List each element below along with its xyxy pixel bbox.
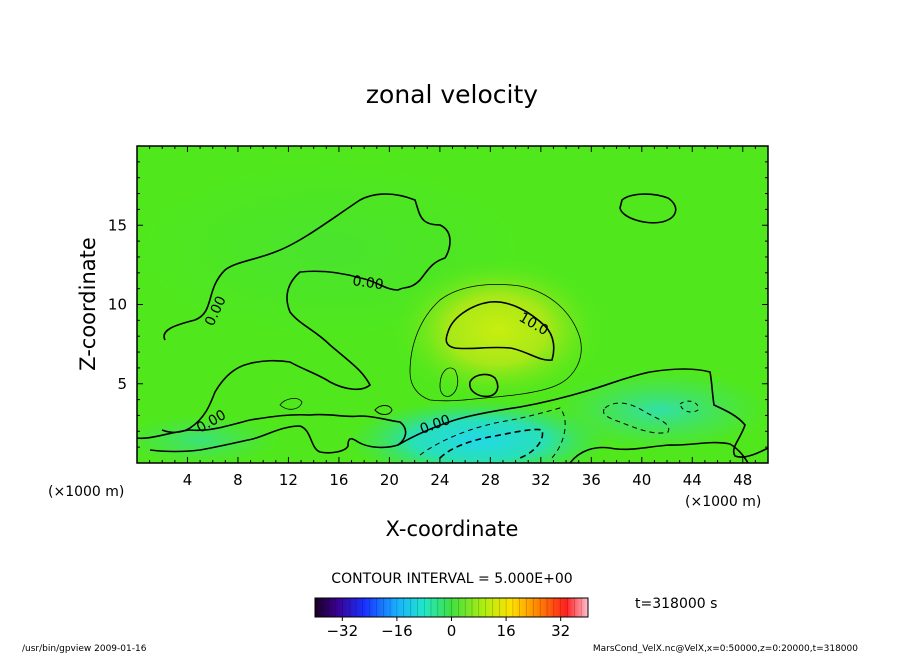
colorbar: −32 −16 0 16 32	[314, 597, 589, 640]
x-tick-label: 40	[632, 471, 651, 489]
contour-five-small	[439, 367, 459, 397]
chart-title: zonal velocity	[366, 80, 538, 109]
y-axis-ticks: 5 10 15	[108, 161, 768, 448]
field-positive-jet	[388, 255, 608, 405]
y-tick-label: 15	[108, 216, 127, 234]
x-tick-label: 28	[481, 471, 500, 489]
colorbar-gradient	[315, 598, 588, 617]
contour-ten-small	[469, 373, 499, 398]
contour-neg-five-right	[603, 402, 670, 434]
x-axis-ticks: 4 8 12 16 20 24 28 32 36 40 44 48	[149, 146, 756, 489]
contour-small-left	[374, 405, 393, 415]
y-tick-label: 5	[117, 375, 127, 393]
colorbar-ticks: −32 −16 0 16 32	[326, 617, 570, 640]
plot-area: 0.00 0.00 0.00 0.00 10.0	[137, 146, 768, 463]
x-tick-label: 32	[531, 471, 550, 489]
footer-left: /usr/bin/gpview 2009-01-16	[22, 644, 147, 654]
contour-lines	[137, 193, 768, 463]
contour-neg-ten-core	[439, 428, 544, 459]
contour-neg-five-far-right	[679, 400, 699, 413]
time-label: t=318000 s	[635, 596, 717, 612]
contour-zero-bottom	[569, 441, 749, 463]
contour-ten-jet	[445, 301, 555, 361]
contour-five-upper-left	[279, 398, 303, 410]
contour-interval-text: CONTOUR INTERVAL = 5.000E+00	[331, 571, 572, 587]
colorbar-tick-label: 0	[447, 622, 457, 640]
y-tick-label: 10	[108, 296, 127, 314]
x-tick-label: 8	[233, 471, 243, 489]
x-unit-label-left: (×1000 m)	[48, 484, 124, 500]
x-tick-label: 20	[380, 471, 399, 489]
x-tick-label: 44	[683, 471, 702, 489]
contour-zero-topright	[619, 193, 677, 224]
x-tick-label: 16	[329, 471, 348, 489]
contour-five-jet	[409, 284, 582, 402]
colorbar-tick-label: 16	[497, 622, 516, 640]
colorbar-tick-label: −32	[326, 622, 358, 640]
contour-label-1: 0.00	[351, 273, 384, 293]
contour-zero-crossing	[397, 368, 768, 458]
colorbar-tick-label: 32	[551, 622, 570, 640]
x-tick-label: 4	[183, 471, 193, 489]
x-tick-label: 12	[279, 471, 298, 489]
contour-labels: 0.00 0.00 0.00 0.00 10.0	[194, 273, 551, 438]
contour-zero-main	[161, 193, 451, 434]
contour-zero-lower	[137, 413, 407, 454]
contour-neg-five-core	[419, 407, 566, 461]
x-tick-label: 36	[582, 471, 601, 489]
field-negative-right	[550, 370, 768, 450]
colorbar-tick-label: −16	[381, 622, 413, 640]
field-negative-core	[348, 400, 608, 463]
x-axis-label: X-coordinate	[386, 517, 519, 541]
x-tick-label: 48	[733, 471, 752, 489]
x-tick-label: 24	[430, 471, 449, 489]
y-axis-label: Z-coordinate	[76, 237, 100, 371]
colorbar-segment-lines	[321, 598, 582, 617]
footer-right: MarsCond_VelX.nc@VelX,x=0:50000,z=0:2000…	[593, 644, 858, 654]
x-unit-label-right: (×1000 m)	[685, 494, 761, 510]
